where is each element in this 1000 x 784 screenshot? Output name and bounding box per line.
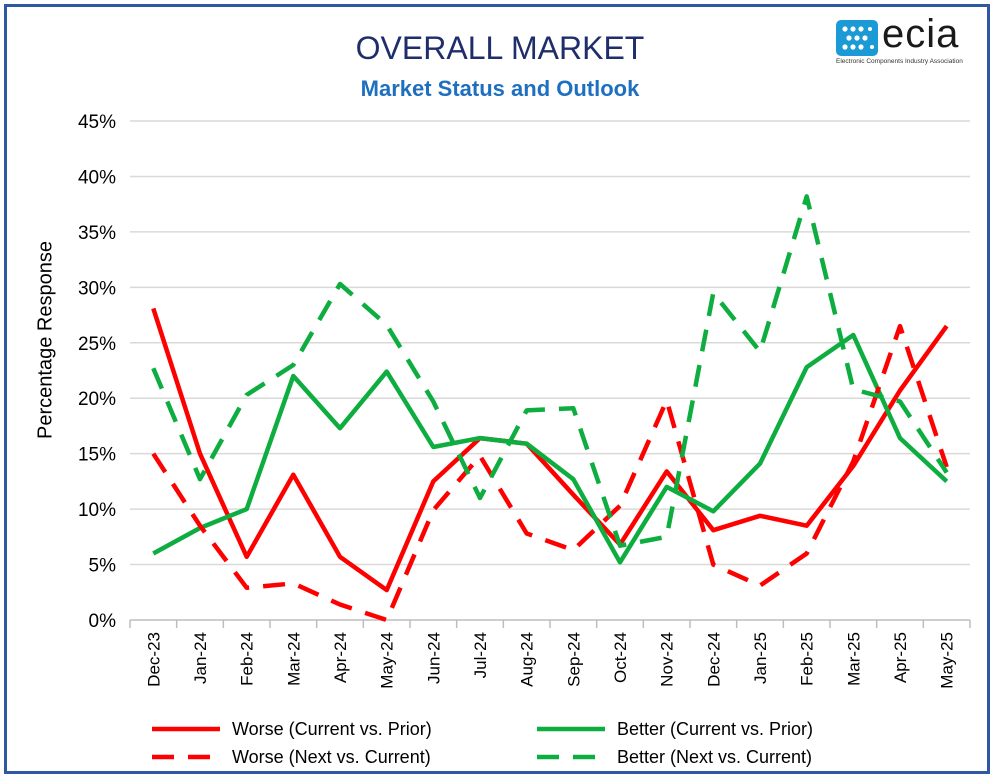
x-tick-label: Jul-24 [471, 632, 490, 678]
series-line [151, 194, 949, 548]
x-tick-label: Mar-24 [284, 632, 303, 686]
series-lines [151, 194, 949, 623]
legend-item: Better (Next vs. Current) [535, 744, 812, 770]
y-tick-label: 15% [78, 445, 116, 466]
ecia-logo: ecia Electronic Components Industry Asso… [836, 12, 986, 68]
legend-label: Better (Next vs. Current) [617, 746, 813, 767]
x-tick-label: Jan-24 [191, 632, 210, 684]
x-tick-label: Jan-25 [751, 632, 770, 684]
x-tick-label: Feb-25 [798, 632, 817, 686]
y-tick-label: 40% [78, 167, 116, 188]
y-tick-label: 20% [78, 389, 116, 410]
series-line [152, 332, 949, 565]
logo-wordmark: ecia [882, 12, 960, 56]
logo-tagline: Electronic Components Industry Associati… [836, 58, 963, 65]
chart-frame [4, 4, 990, 774]
y-tick-label: 5% [89, 556, 117, 577]
legend-swatch [537, 726, 605, 732]
legend-swatch [537, 754, 605, 760]
legend-label: Worse (Current vs. Prior) [232, 718, 432, 739]
gridlines [129, 120, 971, 628]
x-tick-label: Oct-24 [611, 632, 630, 683]
legend-item: Worse (Next vs. Current) [150, 744, 431, 770]
legend-item: Better (Current vs. Prior) [535, 716, 813, 742]
x-tick-label: Apr-25 [891, 632, 910, 683]
y-tick-labels: 0% 5% 10% 15% 20% 25% 30% 35% 40% 45% [78, 112, 116, 632]
x-tick-label: Jun-24 [424, 632, 443, 684]
x-tick-label: Dec-23 [144, 632, 163, 687]
legend-item: Worse (Current vs. Prior) [150, 716, 432, 742]
x-tick-label: Apr-24 [331, 632, 350, 683]
series-line [151, 307, 949, 593]
legend-swatch [152, 754, 220, 760]
x-tick-label: May-25 [938, 632, 957, 689]
series-line [151, 323, 949, 623]
x-tick-label: Dec-24 [704, 632, 723, 687]
chart-title: OVERALL MARKET [355, 30, 645, 66]
x-tick-label: Sep-24 [564, 632, 583, 687]
y-tick-label: 45% [78, 112, 116, 133]
legend-swatch [152, 726, 220, 732]
x-tick-label: Mar-25 [844, 632, 863, 686]
chart-subtitle: Market Status and Outlook [360, 76, 640, 101]
y-tick-label: 10% [78, 500, 116, 521]
legend-label: Better (Current vs. Prior) [617, 718, 814, 739]
ecia-logo-icon [836, 20, 878, 56]
x-tick-label: Aug-24 [518, 632, 537, 687]
x-tick-label: Nov-24 [658, 632, 677, 687]
y-tick-label: 35% [78, 223, 116, 244]
legend-label: Worse (Next vs. Current) [232, 746, 431, 767]
x-tick-label: Feb-24 [238, 632, 257, 686]
x-tick-labels: Dec-23 Jan-24 Feb-24 Mar-24 Apr-24 May-24 Jun-… [144, 632, 956, 689]
x-tick-label: May-24 [378, 632, 397, 689]
y-tick-label: 30% [78, 278, 116, 299]
y-tick-label: 25% [78, 334, 116, 355]
y-tick-label: 0% [89, 611, 117, 632]
